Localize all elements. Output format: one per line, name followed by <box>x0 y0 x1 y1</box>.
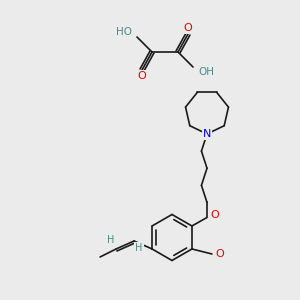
Text: HO: HO <box>116 27 132 37</box>
Text: H: H <box>135 243 143 253</box>
Text: O: O <box>215 249 224 259</box>
Text: OH: OH <box>198 67 214 77</box>
Text: H: H <box>107 235 115 245</box>
Text: O: O <box>211 211 219 220</box>
Text: O: O <box>184 23 192 33</box>
Text: O: O <box>138 71 146 81</box>
Text: N: N <box>203 129 211 139</box>
